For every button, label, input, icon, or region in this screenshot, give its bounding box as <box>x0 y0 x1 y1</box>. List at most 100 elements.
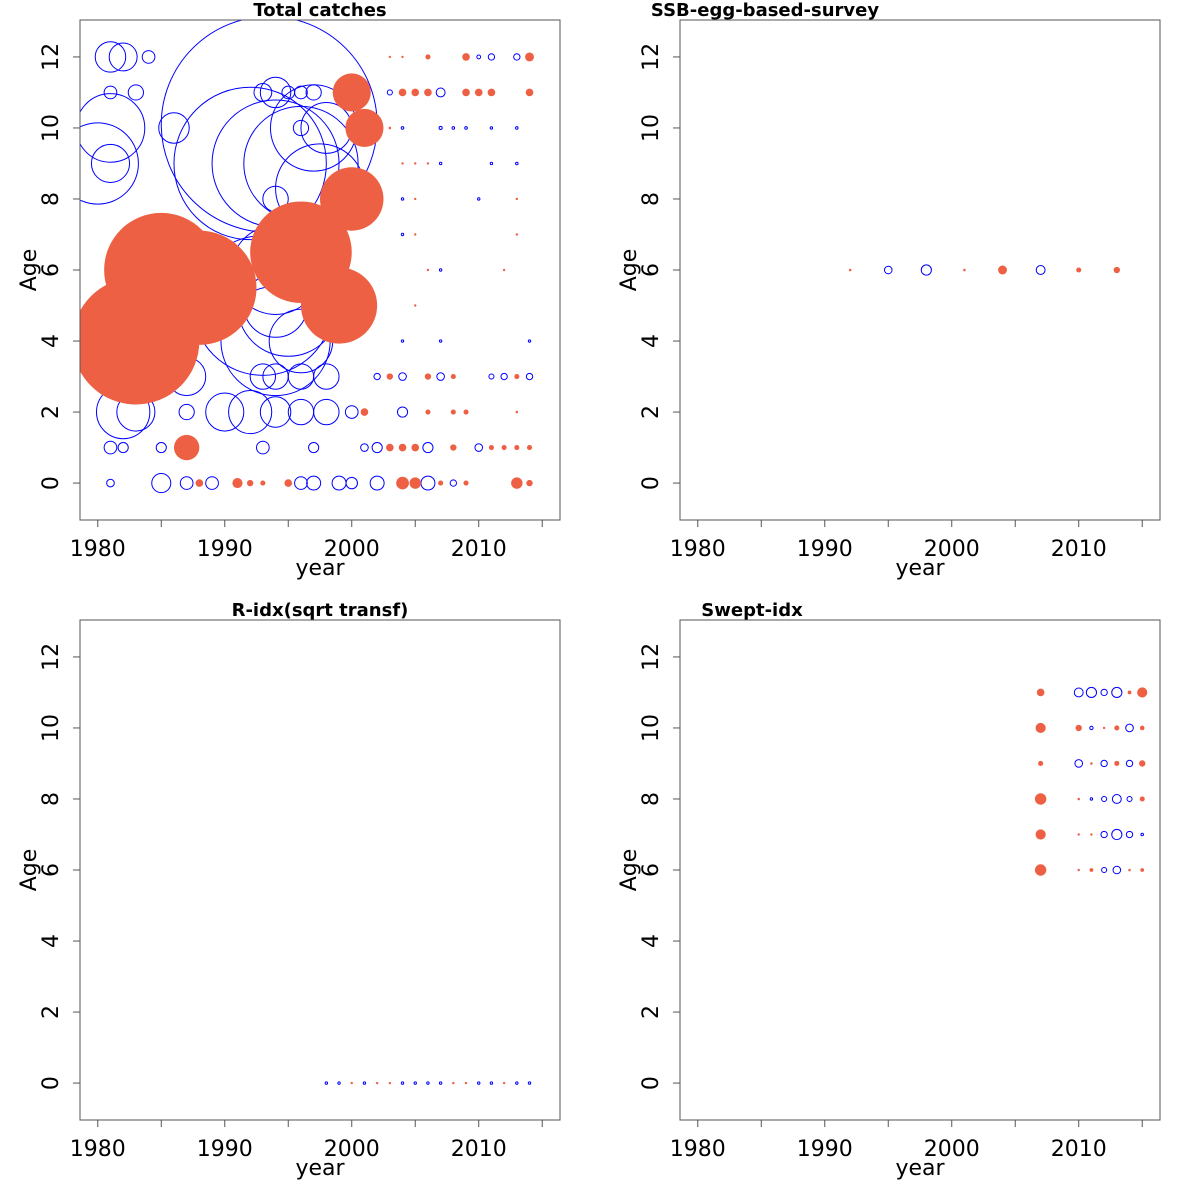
bubble-negative <box>1073 687 1084 698</box>
bubble-negative <box>249 363 277 390</box>
bubble-positive <box>515 410 519 414</box>
y-tick-label: 4 <box>39 934 64 948</box>
bubble-positive <box>1077 797 1080 801</box>
bubble-positive <box>424 373 432 380</box>
y-tick-label: 10 <box>639 714 664 742</box>
bubble-positive <box>463 409 469 415</box>
x-tick-label: 1980 <box>70 537 126 562</box>
bubble-negative <box>1125 830 1134 839</box>
bubble-positive <box>195 479 204 487</box>
bubble-positive <box>515 197 519 201</box>
bubble-negative <box>205 476 219 490</box>
y-tick-label: 10 <box>639 114 664 142</box>
bubble-negative <box>1100 830 1108 839</box>
bubble-positive <box>1102 726 1106 730</box>
bubble-positive <box>300 267 378 344</box>
bubble-positive <box>501 445 507 451</box>
bubble-negative <box>344 405 359 419</box>
x-axis-label: year <box>295 1156 345 1181</box>
x-tick-label: 2010 <box>1051 537 1107 562</box>
bubble-negative <box>489 126 494 130</box>
bubble-negative <box>103 440 118 455</box>
bubble-negative <box>331 475 347 491</box>
y-tick-label: 12 <box>39 43 64 71</box>
bubble-positive <box>1127 690 1132 695</box>
bubble-negative <box>155 441 167 454</box>
bubble-positive <box>848 268 852 272</box>
bubble-positive <box>502 268 506 272</box>
y-tick-label: 8 <box>639 792 664 806</box>
bubble-positive <box>350 1081 353 1085</box>
y-tick-label: 2 <box>39 1005 64 1019</box>
bubble-negative <box>451 126 456 130</box>
bubble-negative <box>474 443 484 452</box>
bubble-positive <box>963 268 966 272</box>
bubble-positive <box>411 88 420 97</box>
bubble-negative <box>398 372 407 381</box>
bubble-positive <box>1089 868 1094 872</box>
bubble-positive <box>1137 687 1148 698</box>
bubble-positive <box>463 480 469 486</box>
bubble-positive <box>386 373 394 380</box>
bubble-positive <box>1035 829 1046 840</box>
bubble-positive <box>260 480 266 486</box>
bubble-negative <box>313 398 340 426</box>
bubble-positive <box>452 1081 455 1085</box>
bubble-negative <box>178 403 195 421</box>
bubble-positive <box>450 444 457 451</box>
bubble-negative <box>435 87 446 98</box>
bubble-negative <box>400 1081 405 1085</box>
bubble-negative <box>396 406 409 418</box>
bubble-positive <box>284 479 293 487</box>
x-tick-label: 1990 <box>197 537 253 562</box>
bubble-negative <box>103 85 118 100</box>
panel-title: SSB-egg-based-survey <box>651 0 879 21</box>
y-tick-label: 12 <box>39 643 64 671</box>
bubble-negative <box>1035 265 1046 275</box>
bubble-negative <box>1111 686 1123 699</box>
bubble-negative <box>80 93 146 163</box>
bubble-positive <box>414 304 417 307</box>
bubble-negative <box>345 476 358 490</box>
panel-title: R-idx(sqrt transf) <box>232 600 409 621</box>
bubble-negative <box>173 86 327 241</box>
bubble-positive <box>462 88 470 97</box>
bubble-negative <box>287 363 315 390</box>
bubble-positive <box>462 53 470 61</box>
bubble-negative <box>464 126 468 130</box>
bubble-positive <box>526 445 533 451</box>
bubble-negative <box>426 1081 430 1085</box>
bubble-positive <box>388 1081 392 1085</box>
bubble-positive <box>515 233 519 236</box>
bubble-negative <box>513 53 521 61</box>
bubble-negative <box>1125 759 1134 768</box>
bubble-negative <box>1089 797 1094 801</box>
bubble-negative <box>920 264 932 276</box>
bubble-positive <box>514 373 520 380</box>
bubble-negative <box>500 372 508 381</box>
bubble-negative <box>489 161 494 166</box>
y-tick-label: 10 <box>39 714 64 742</box>
y-tick-label: 0 <box>39 1076 64 1090</box>
x-tick-label: 1990 <box>797 1137 853 1162</box>
x-tick-label: 2010 <box>451 537 507 562</box>
panel-title: Swept-idx <box>701 600 803 621</box>
bubble-positive <box>1139 760 1146 767</box>
bubble-negative <box>438 1081 443 1085</box>
bubble-negative <box>1101 795 1108 803</box>
y-tick-label: 2 <box>39 405 64 419</box>
bubble-negative <box>360 443 369 452</box>
y-tick-label: 8 <box>39 792 64 806</box>
bubble-negative <box>158 112 190 144</box>
bubble-negative <box>400 126 405 130</box>
bubble-negative <box>1074 759 1084 768</box>
x-tick-label: 2000 <box>924 1137 980 1162</box>
bubble-negative <box>515 126 519 130</box>
bubble-negative <box>371 441 383 454</box>
bubble-negative <box>489 1081 494 1085</box>
bubble-positive <box>424 88 432 97</box>
bubble-negative <box>141 50 156 64</box>
bubble-negative <box>373 372 381 381</box>
bubble-positive <box>487 88 496 97</box>
